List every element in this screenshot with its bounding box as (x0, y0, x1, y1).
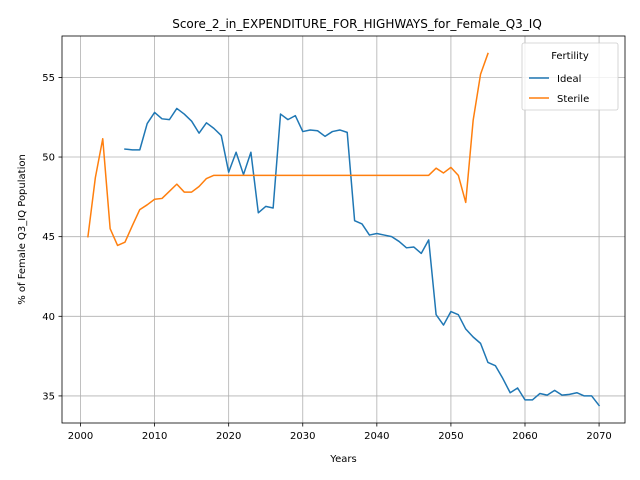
chart-title: Score_2_in_EXPENDITURE_FOR_HIGHWAYS_for_… (172, 17, 542, 31)
x-tick-label: 2060 (512, 431, 537, 442)
y-axis-label: % of Female Q3_IQ Population (17, 154, 28, 305)
legend: Fertility Ideal Sterile (521, 42, 619, 111)
x-tick-label: 2050 (438, 431, 463, 442)
y-tick-label: 40 (42, 312, 55, 323)
y-tick-label: 55 (42, 73, 55, 84)
legend-label-ideal: Ideal (557, 74, 581, 85)
x-axis-label: Years (329, 454, 356, 465)
x-tick-label: 2010 (142, 431, 167, 442)
x-tick-label: 2040 (364, 431, 389, 442)
plot-frame (61, 35, 626, 424)
y-tick-label: 50 (42, 153, 55, 164)
legend-frame (521, 42, 619, 111)
x-tick-label: 2070 (586, 431, 611, 442)
x-tick-label: 2030 (290, 431, 315, 442)
legend-label-sterile: Sterile (557, 94, 589, 105)
y-tick-label: 35 (42, 391, 55, 402)
series-layer (87, 52, 601, 407)
series-line-sterile (87, 52, 489, 247)
x-tick-label: 2000 (68, 431, 93, 442)
legend-title: Fertility (551, 51, 589, 62)
x-tick-label: 2020 (216, 431, 241, 442)
axis-ticks: 2000 2010 2020 2030 2040 2050 2060 2070 35 40 45 50… (42, 73, 612, 442)
series-line-ideal (124, 107, 601, 407)
y-tick-label: 45 (42, 232, 55, 243)
